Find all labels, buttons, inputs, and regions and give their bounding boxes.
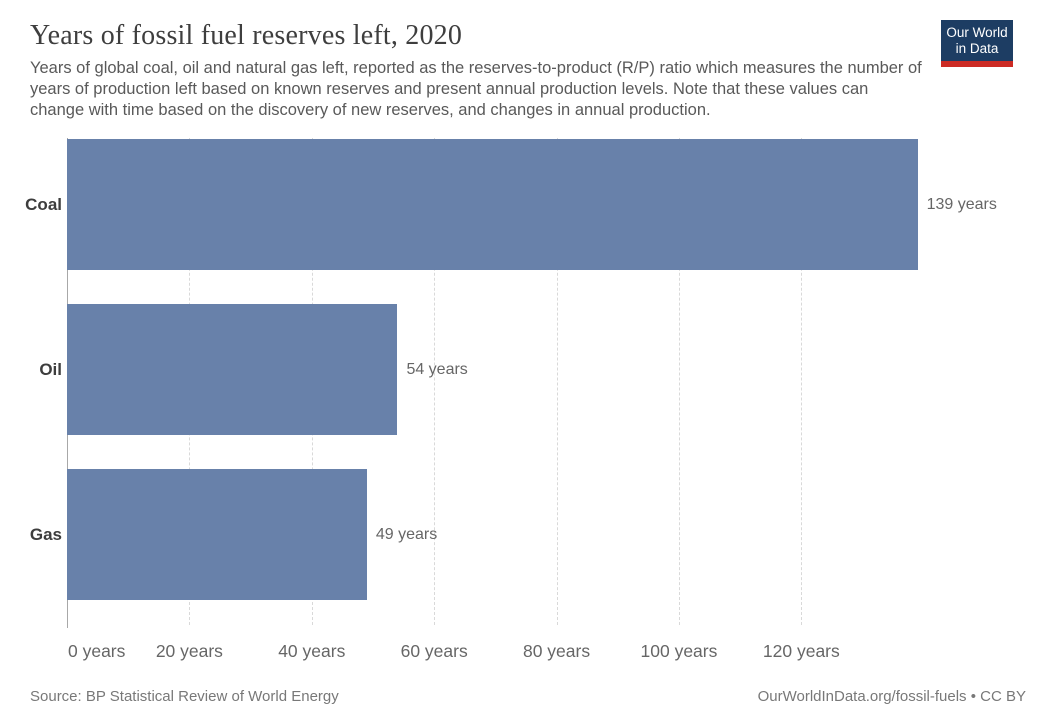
bar-value-gas: 49 years — [375, 525, 438, 543]
bar-coal[interactable] — [67, 139, 918, 270]
gridline-100 — [678, 138, 680, 625]
source-note: Source: BP Statistical Review of World E… — [30, 688, 339, 705]
x-tick-label-100: 100 years — [640, 641, 718, 661]
x-tick-label-60: 60 years — [400, 641, 468, 661]
owid-logo-line2: in Data — [955, 41, 999, 56]
category-label-oil: Oil — [39, 359, 62, 379]
gridline-80 — [556, 138, 558, 625]
category-label-gas: Gas — [29, 524, 62, 544]
gridline-120 — [801, 138, 803, 625]
chart-title: Years of fossil fuel reserves left, 2020 — [30, 20, 463, 51]
chart-subtitle: Years of global coal, oil and natural ga… — [30, 59, 922, 119]
category-label-coal: Coal — [25, 194, 62, 214]
bar-oil[interactable] — [67, 304, 398, 435]
bar-chart: 139 years 54 years 49 years 0 years 20 year… — [0, 138, 1056, 678]
owid-logo-line1: Our World — [946, 25, 1008, 40]
x-tick-label-80: 80 years — [522, 641, 591, 661]
x-tick-label-120: 120 years — [762, 641, 840, 661]
x-tick-label-0: 0 years — [68, 641, 126, 661]
x-tick-label-20: 20 years — [155, 641, 223, 661]
credit-link[interactable]: OurWorldInData.org/fossil-fuels • CC BY — [757, 688, 1026, 705]
bar-gas[interactable] — [67, 469, 367, 600]
owid-logo[interactable]: Our World in Data — [941, 20, 1013, 67]
x-tick-label-40: 40 years — [278, 641, 346, 661]
bar-value-oil: 54 years — [406, 360, 468, 378]
plot-area: 139 years 54 years 49 years — [67, 138, 1040, 628]
bar-value-coal: 139 years — [926, 195, 997, 213]
chart-footer: Source: BP Statistical Review of World E… — [30, 688, 1026, 705]
gridline-60 — [434, 138, 436, 625]
